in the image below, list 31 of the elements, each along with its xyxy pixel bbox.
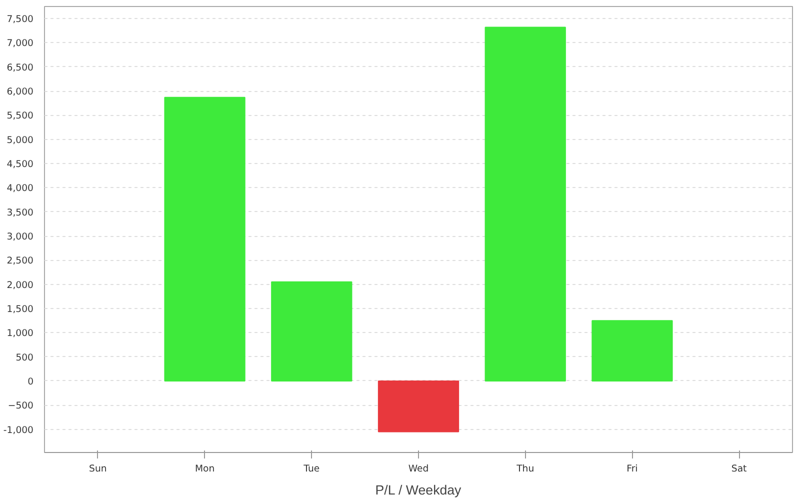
y-tick-label: 2,500 xyxy=(6,256,34,267)
y-tick-label: 1,500 xyxy=(6,304,34,316)
bar xyxy=(484,26,566,382)
y-tick-label: 7,000 xyxy=(6,38,34,50)
x-tick-label: Sat xyxy=(731,464,748,474)
x-tick-label: Mon xyxy=(194,464,215,474)
bar xyxy=(592,320,673,382)
y-tick-label: 6,500 xyxy=(6,62,34,74)
y-tick-label: 3,000 xyxy=(6,232,34,243)
y-tick-label: 4,000 xyxy=(6,183,34,194)
x-tick-label: Tue xyxy=(302,464,320,474)
y-tick-label: 7,500 xyxy=(6,14,34,26)
y-tick-label: 6,000 xyxy=(6,86,34,98)
y-tick-label: −500 xyxy=(8,400,34,412)
y-tick-label: 4,500 xyxy=(6,159,34,170)
bar xyxy=(271,281,352,382)
y-tick-label: 5,500 xyxy=(6,110,34,122)
x-tick-label: Fri xyxy=(626,464,638,474)
y-tick-label: 1,000 xyxy=(6,328,34,340)
x-tick-label: Wed xyxy=(408,464,429,474)
y-tick-label: 3,500 xyxy=(6,207,34,218)
x-axis-title: P/L / Weekday xyxy=(375,482,462,498)
y-tick-label: 2,000 xyxy=(6,280,34,291)
y-tick-label: 500 xyxy=(16,352,34,364)
y-tick-label: 0 xyxy=(28,376,34,388)
bar xyxy=(378,380,460,432)
x-tick-label: Sun xyxy=(89,464,107,474)
x-tick-label: Thu xyxy=(516,464,534,474)
y-tick-label: -1,000 xyxy=(3,424,34,436)
bar xyxy=(164,96,246,382)
y-tick-label: 5,000 xyxy=(6,134,34,146)
